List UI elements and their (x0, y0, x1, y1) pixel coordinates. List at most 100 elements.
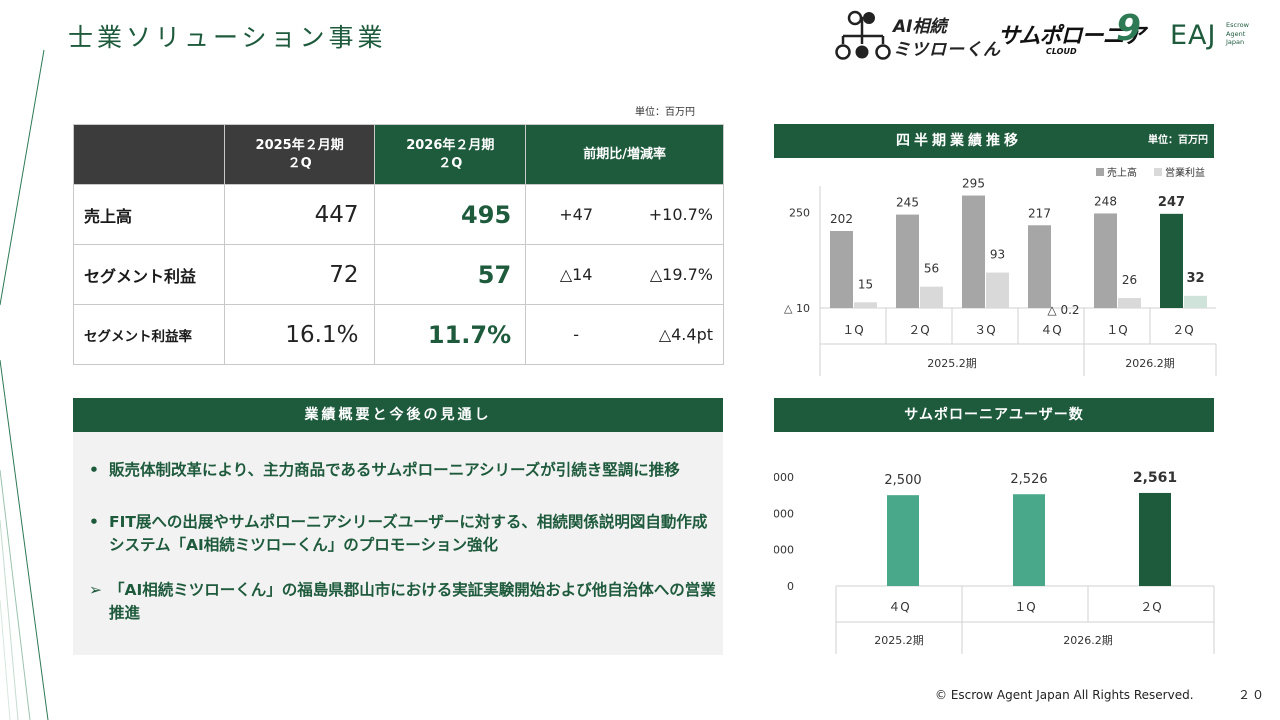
diff-cell: △14 △19.7% (525, 244, 724, 305)
quarterly-chart-svg: 250 △ 10 売上高 営業利益 202 15 １Q 245 56 ２Q 295 93 ３Q 217 △ … (784, 166, 1217, 376)
family-tree-icon (835, 10, 891, 60)
sales-data-label: 202 (830, 212, 853, 226)
current-value: 11.7% (374, 304, 527, 365)
samupo-logo-sub: CLOUD (1046, 47, 1077, 56)
user-count-bar (887, 495, 919, 586)
period-group-label: 2025.2期 (874, 634, 924, 647)
table-row: 売上高 447 495 +47 +10.7% (73, 184, 724, 245)
row-label: セグメント利益 (73, 244, 225, 305)
user-chart-svg: 0 1,000 2,000 3,000 2,500 ４Q 2,526 １Q 2,561 ２Q 202… (774, 470, 1215, 654)
user-count-bar (1013, 494, 1045, 586)
diff-cell: +47 +10.7% (525, 184, 724, 245)
profit-data-label: △ 0.2 (1047, 303, 1079, 317)
x-tick-label: ２Q (1140, 600, 1161, 614)
x-tick-label: ３Q (974, 323, 995, 337)
y-tick-label: 1,000 (774, 544, 794, 557)
profit-data-label: 56 (924, 262, 939, 276)
diff-rate: △19.7% (649, 265, 713, 284)
page-title: 士業ソリューション事業 (68, 23, 387, 52)
profit-bar (920, 286, 943, 308)
diff-rate: +10.7% (648, 205, 713, 224)
y-tick-label: △ 10 (784, 302, 810, 315)
sales-bar (1160, 213, 1183, 308)
legend-label-profit: 営業利益 (1165, 166, 1205, 179)
x-tick-label: ４Q (1040, 323, 1061, 337)
diff-rate: △4.4pt (658, 325, 713, 344)
prev-value: 447 (223, 184, 376, 245)
bullet-marker: • (89, 513, 99, 531)
profit-bar (1118, 298, 1141, 308)
y-tick-label: 3,000 (774, 471, 794, 484)
user-count-chart: 0 1,000 2,000 3,000 2,500 ４Q 2,526 １Q 2,561 ２Q 202… (774, 432, 1220, 660)
user-count-bar (1139, 492, 1171, 586)
profit-bar (986, 272, 1009, 308)
y-tick-label: 0 (787, 580, 794, 593)
logo-line2: ミツローくん (893, 40, 1001, 60)
page-number: ２０ (1238, 688, 1267, 702)
diff-abs: △14 (559, 265, 593, 284)
legend-swatch-profit (1154, 168, 1162, 176)
logo-line1: AI相続 (893, 17, 947, 37)
sales-data-label: 245 (896, 196, 919, 210)
user-count-label: 2,526 (1010, 472, 1047, 487)
sales-data-label: 247 (1158, 195, 1185, 210)
profit-data-label: 93 (990, 248, 1005, 262)
legend-label-sales: 売上高 (1107, 166, 1137, 179)
bullet-text: 販売体制改革により、主力商品であるサムポローニアシリーズが引続き堅調に推移 (109, 461, 680, 479)
sales-data-label: 295 (962, 177, 985, 191)
legend-swatch-sales (1096, 168, 1104, 176)
bullet-marker: • (89, 461, 99, 479)
sales-bar (962, 195, 985, 308)
period-group-label: 2025.2期 (927, 357, 977, 370)
user-count-label: 2,500 (884, 473, 921, 488)
x-tick-label: １Q (1014, 600, 1035, 614)
table-header-diff: 前期比/増減率 (525, 124, 724, 185)
bullet-text: FIT展への出展やサムポローニアシリーズユーザーに対する、相続関係説明図自動作成… (109, 513, 708, 554)
sales-bar (1028, 225, 1051, 308)
sales-bar (830, 230, 853, 308)
arrow-marker: ➢ (89, 581, 102, 599)
sales-data-label: 217 (1028, 206, 1051, 220)
table-header-current: 2026年２月期 ２Q (374, 124, 527, 185)
summary-header: 業績概要と今後の見通し (73, 398, 723, 432)
table-row: セグメント利益 72 57 △14 △19.7% (73, 244, 724, 305)
row-label: 売上高 (73, 184, 225, 245)
quarterly-performance-chart: 250 △ 10 売上高 営業利益 202 15 １Q 245 56 ２Q 295 93 ３Q 217 △ … (774, 158, 1220, 380)
quarterly-header: 四半期業績推移 単位：百万円 (774, 124, 1214, 158)
x-tick-label: ４Q (888, 600, 909, 614)
prev-value: 72 (223, 244, 376, 305)
row-label: セグメント利益率 (73, 304, 225, 365)
y-tick-label: 2,000 (774, 507, 794, 520)
eaj-logo-tagline: Escrow Agent Japan (1226, 21, 1249, 46)
users-header: サムポローニアユーザー数 (774, 398, 1214, 432)
profit-data-label: 26 (1122, 273, 1137, 287)
samupo-cloud-logo: サムポローニア CLOUD 9 (998, 8, 1148, 60)
financial-summary-table: 2025年２月期 ２Q 2026年２月期 ２Q 前期比/増減率 売上高 447 … (73, 124, 724, 365)
x-tick-label: １Q (842, 323, 863, 337)
current-value: 495 (374, 184, 527, 245)
table-header-prev: 2025年２月期 ２Q (223, 124, 376, 185)
eaj-logo: EAJ Escrow Agent Japan (1168, 18, 1258, 58)
sales-bar (896, 214, 919, 308)
diff-abs: - (573, 325, 580, 344)
ai-sozoku-mitsuro-logo: AI相続 ミツローくん (833, 10, 1000, 62)
table-header-blank (73, 124, 225, 185)
profit-bar (854, 302, 877, 308)
sales-data-label: 248 (1094, 194, 1117, 208)
quarterly-unit: 単位：百万円 (1148, 135, 1208, 146)
user-count-label: 2,561 (1133, 470, 1177, 486)
period-group-label: 2026.2期 (1063, 634, 1113, 647)
period-group-label: 2026.2期 (1125, 357, 1175, 370)
samupo-logo-nine: 9 (1116, 8, 1142, 49)
quarterly-title: 四半期業績推移 (896, 133, 1022, 149)
sales-bar (1094, 213, 1117, 308)
profit-data-label: 32 (1186, 271, 1204, 286)
current-value: 57 (374, 244, 527, 305)
x-tick-label: ２Q (1172, 323, 1193, 337)
profit-data-label: 15 (858, 277, 873, 291)
copyright-footer: © Escrow Agent Japan All Rights Reserved… (935, 688, 1194, 702)
table-row: セグメント利益率 16.1% 11.7% - △4.4pt (73, 304, 724, 365)
bullet-text: 「AI相続ミツローくん」の福島県郡山市における実証実験開始および他自治体への営業… (109, 581, 716, 622)
profit-bar (1184, 295, 1207, 308)
x-tick-label: ２Q (908, 323, 929, 337)
